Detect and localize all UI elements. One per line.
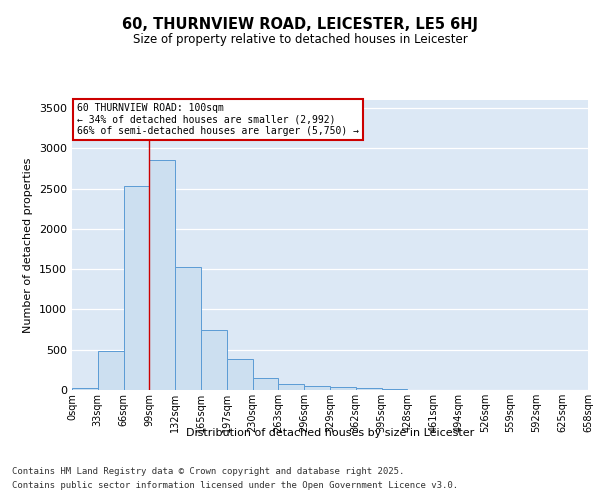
Bar: [330, 387, 356, 390]
Bar: [72, 388, 98, 390]
Text: 60 THURNVIEW ROAD: 100sqm
← 34% of detached houses are smaller (2,992)
66% of se: 60 THURNVIEW ROAD: 100sqm ← 34% of detac…: [77, 103, 359, 136]
Bar: [98, 350, 124, 390]
Bar: [253, 378, 278, 390]
Text: Contains HM Land Registry data © Crown copyright and database right 2025.: Contains HM Land Registry data © Crown c…: [12, 468, 404, 476]
Bar: [304, 386, 330, 390]
Y-axis label: Number of detached properties: Number of detached properties: [23, 158, 34, 332]
Bar: [278, 384, 304, 390]
Bar: [201, 330, 227, 390]
Bar: [124, 186, 149, 390]
Text: Distribution of detached houses by size in Leicester: Distribution of detached houses by size …: [186, 428, 474, 438]
Bar: [175, 267, 201, 390]
Bar: [356, 388, 382, 390]
Bar: [227, 358, 253, 390]
Text: Contains public sector information licensed under the Open Government Licence v3: Contains public sector information licen…: [12, 481, 458, 490]
Bar: [382, 389, 407, 390]
Text: Size of property relative to detached houses in Leicester: Size of property relative to detached ho…: [133, 32, 467, 46]
Bar: [149, 160, 175, 390]
Text: 60, THURNVIEW ROAD, LEICESTER, LE5 6HJ: 60, THURNVIEW ROAD, LEICESTER, LE5 6HJ: [122, 18, 478, 32]
